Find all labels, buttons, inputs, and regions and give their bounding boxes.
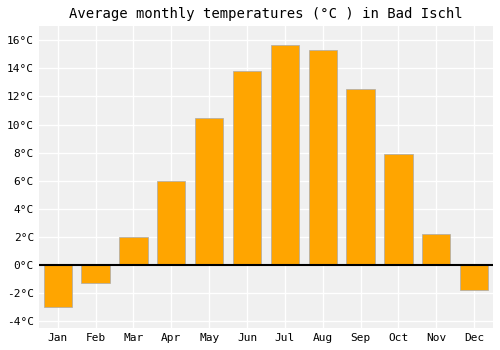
Bar <box>82 265 110 283</box>
Bar <box>119 237 148 265</box>
Bar <box>384 154 412 265</box>
Bar <box>308 50 337 265</box>
Bar <box>270 44 299 265</box>
Bar <box>422 234 450 265</box>
Bar <box>460 265 488 290</box>
Bar <box>233 71 261 265</box>
Bar <box>44 265 72 307</box>
Bar <box>346 90 375 265</box>
Title: Average monthly temperatures (°C ) in Bad Ischl: Average monthly temperatures (°C ) in Ba… <box>69 7 462 21</box>
Bar <box>157 181 186 265</box>
Bar <box>195 118 224 265</box>
